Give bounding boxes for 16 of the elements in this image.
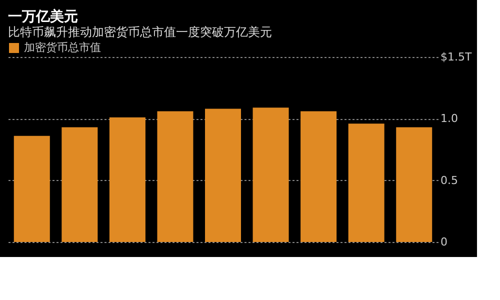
bar bbox=[300, 111, 337, 242]
bar bbox=[205, 108, 241, 242]
bar bbox=[348, 124, 384, 242]
y-tick-label: 1.0 bbox=[440, 112, 458, 126]
bar bbox=[157, 111, 194, 242]
bar bbox=[252, 108, 289, 242]
y-tick-label: 0.5 bbox=[440, 174, 458, 187]
legend-label: 加密货币总市值 bbox=[24, 41, 101, 54]
chart-subtitle: 比特币飙升推动加密货币总市值一度突破万亿美元 bbox=[8, 25, 272, 39]
bar bbox=[396, 127, 432, 242]
bar bbox=[62, 127, 98, 242]
y-tick-label: $1.5T bbox=[440, 50, 472, 64]
bar bbox=[14, 136, 50, 242]
bar bbox=[109, 117, 146, 242]
y-tick-label: 0 bbox=[440, 236, 448, 248]
chart-title: 一万亿美元 bbox=[8, 8, 78, 25]
